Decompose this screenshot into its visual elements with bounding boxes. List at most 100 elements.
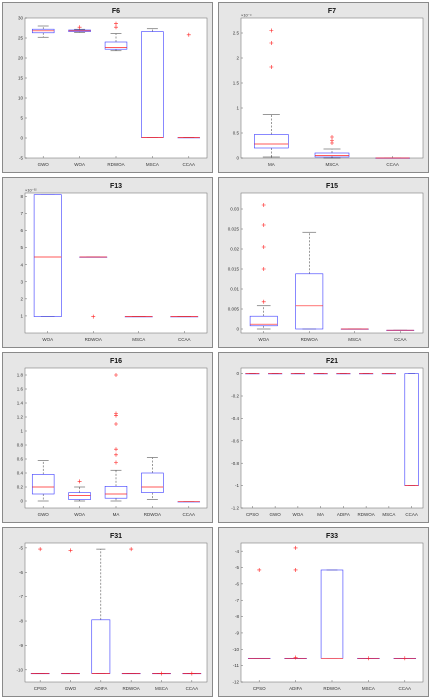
x-tick-label: CCAA [183, 512, 196, 517]
y-tick-label: 0.2 [17, 485, 24, 490]
y-tick-label: 1 [20, 314, 23, 319]
chart-svg: F31 -5 -6 -7 -8 -9 -10 CPSO GWO ADIFA RDWOA MSCA CCA… [16, 533, 208, 691]
x-tick-label: CCAA [386, 162, 399, 167]
chart-svg: F6 -5 0 5 10 15 20 25 30 GWO WOA RDWOA MSCA CCAA [18, 8, 208, 167]
x-tick-label: WOA [74, 512, 85, 517]
y-tick-label: -1 [235, 483, 239, 488]
chart-title: F21 [326, 358, 338, 365]
chart-title: F15 [326, 183, 338, 190]
chart-panel-f21: F21 0 -0.2 -0.4 -0.6 -0.8 -1 -1.2 CPSO GWO WOA MA AD… [218, 352, 429, 523]
chart-title: F16 [110, 358, 122, 365]
outlier-marker [114, 460, 118, 465]
x-tick-label: CPSO [253, 686, 266, 691]
chart-svg: F33 -4 -5 -6 -7 -8 -9 -10 -11 -12 CPSO ADIFA RDWOA MS… [232, 533, 424, 691]
y-tick-label: -6 [19, 570, 23, 575]
y-tick-label: 1.4 [17, 401, 24, 406]
outlier-marker [91, 314, 96, 319]
outlier-marker [38, 547, 43, 552]
x-tick-label: CPSO [246, 512, 259, 517]
box-woa [249, 203, 278, 330]
y-tick-label: 2 [20, 296, 23, 301]
x-tick-label: WOA [74, 162, 85, 167]
outlier-marker [293, 567, 298, 572]
box-cpso [30, 547, 50, 675]
x-tick-label: ADIFA [289, 686, 302, 691]
box-ccaa [404, 373, 419, 486]
outlier-marker [330, 135, 334, 139]
y-tick-label: 8 [20, 194, 23, 199]
x-tick-label: CPSO [34, 686, 47, 691]
outlier-marker [114, 452, 118, 457]
x-tick-label: CCAA [399, 686, 412, 691]
chart-svg: F21 0 -0.2 -0.4 -0.6 -0.8 -1 -1.2 CPSO GWO WOA MA AD… [231, 358, 424, 517]
x-tick-label: RDWOA [123, 686, 140, 691]
y-tick-label: 1.2 [17, 415, 24, 420]
y-tick-label: 0.005 [228, 307, 240, 312]
chart-panel-f33: F33 -4 -5 -6 -7 -8 -9 -10 -11 -12 CPSO ADIFA RDWOA MS… [218, 527, 429, 697]
iqr-box [31, 28, 55, 34]
outlier-marker [261, 223, 266, 227]
chart-title: F33 [326, 533, 338, 540]
y-tick-label: 0.5 [233, 131, 240, 136]
x-tick-label: MSCA [146, 162, 159, 167]
outlier-marker [269, 65, 274, 69]
plot-area [24, 542, 208, 683]
y-tick-label: 0.02 [230, 247, 239, 252]
y-tick-label: 0 [236, 156, 239, 161]
x-tick-label: RDWOA [301, 337, 318, 342]
y-tick-label: 10 [18, 96, 24, 101]
y-tick-label: 1 [236, 106, 239, 111]
axis-multiplier: ×10⁻³² [25, 188, 37, 193]
box-rdwoa [79, 256, 108, 319]
box-ma [104, 373, 128, 502]
outlier-marker [77, 25, 82, 30]
x-tick-label: MA [317, 512, 324, 517]
x-tick-label: MSCA [155, 686, 168, 691]
y-tick-label: -9 [19, 643, 23, 648]
chart-panel-f31: F31 -5 -6 -7 -8 -9 -10 CPSO GWO ADIFA RDWOA MSCA CCA… [2, 527, 213, 697]
plot-area [240, 192, 424, 334]
y-tick-label: 0 [20, 136, 23, 141]
y-tick-label: 0.8 [17, 443, 24, 448]
y-tick-label: -10 [16, 667, 23, 672]
chart-title: F13 [110, 183, 122, 190]
y-tick-label: 0.015 [228, 267, 240, 272]
chart-title: F6 [112, 8, 120, 15]
y-tick-label: -7 [19, 594, 23, 599]
x-tick-label: GWO [38, 162, 50, 167]
outlier-marker [129, 547, 134, 552]
outlier-marker [293, 655, 298, 660]
outlier-marker [269, 41, 274, 45]
x-tick-label: CCAA [394, 337, 407, 342]
box-adifa [91, 548, 111, 674]
plot-area [240, 542, 424, 683]
outlier-marker [77, 479, 82, 484]
iqr-box [68, 492, 91, 500]
x-tick-label: CCAA [405, 512, 418, 517]
x-tick-label: WOA [258, 337, 269, 342]
box-gwo [31, 25, 55, 38]
box-ccaa [182, 671, 202, 676]
y-tick-label: -4 [235, 549, 239, 554]
chart-panel-f13: F13 ×10⁻³² 1 2 3 4 5 6 7 8 WOA RDWOA MSCA CCAA [2, 177, 213, 348]
box-woa [33, 194, 62, 317]
box-ccaa [177, 32, 201, 139]
chart-title: F7 [328, 8, 336, 15]
box-rdwoa [295, 231, 324, 330]
x-tick-label: MSCA [325, 162, 338, 167]
y-tick-label: 1.5 [233, 81, 240, 86]
y-tick-label: -10 [232, 647, 239, 652]
box-ccaa [393, 656, 417, 661]
y-tick-label: -5 [19, 545, 23, 550]
x-tick-label: MA [113, 512, 120, 517]
y-tick-label: -1.2 [231, 506, 239, 511]
x-tick-label: GWO [65, 686, 77, 691]
y-tick-label: 0.01 [230, 287, 239, 292]
chart-svg: F13 ×10⁻³² 1 2 3 4 5 6 7 8 WOA RDWOA MSCA CCAA [20, 183, 208, 342]
plot-area [240, 367, 424, 509]
outlier-marker [261, 203, 266, 207]
outlier-marker [114, 21, 118, 26]
box-woa [68, 25, 91, 33]
chart-panel-f16: F16 0 0.2 0.4 0.6 0.8 1 1.2 1.4 1.6 1.8 GWO WOA MA RDW… [2, 352, 213, 523]
x-tick-label: CCAA [183, 162, 196, 167]
